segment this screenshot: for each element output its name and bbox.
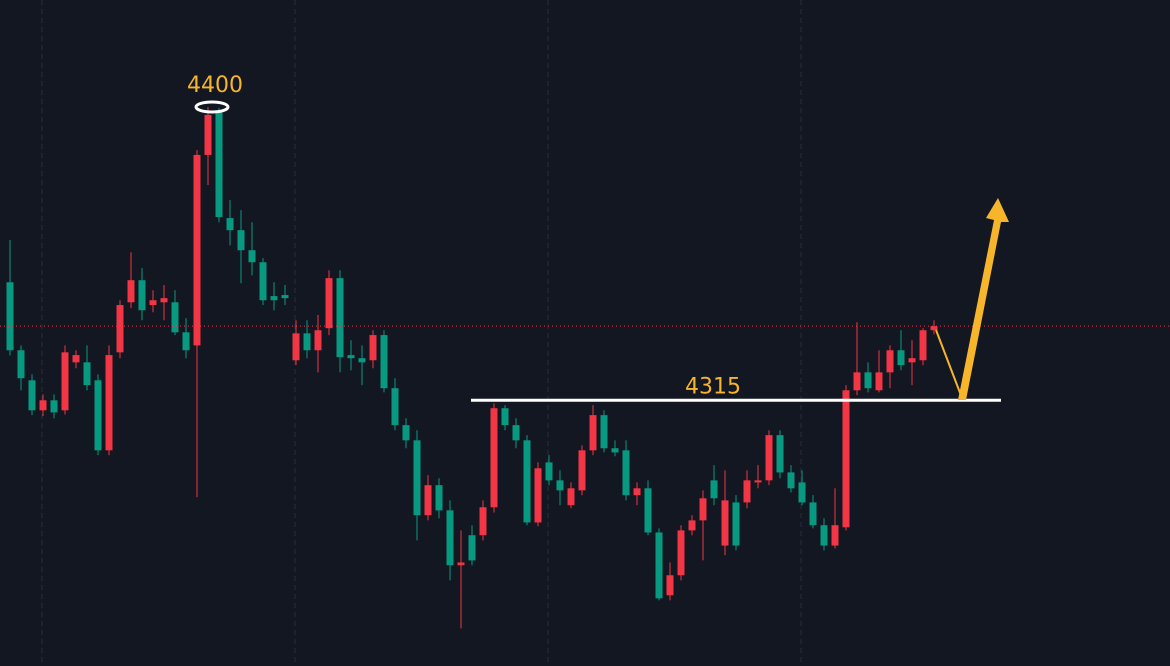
candle-body — [424, 485, 432, 516]
candle-body — [39, 400, 47, 411]
candle-body — [798, 482, 806, 503]
candle-body — [831, 525, 839, 546]
candle-body — [380, 335, 388, 389]
candle-body — [776, 435, 784, 473]
candle-body — [721, 500, 729, 546]
candle-body — [754, 480, 762, 483]
candle-body — [622, 450, 630, 496]
candle-body — [677, 530, 685, 576]
arrow-up — [958, 198, 1009, 400]
candle-body — [259, 262, 267, 301]
candle-body — [193, 154, 201, 346]
peak-marker — [194, 100, 230, 114]
candle-body — [490, 408, 498, 508]
candle-body — [468, 535, 476, 561]
candle-body — [358, 358, 366, 363]
candle-body — [567, 488, 575, 506]
candle-body — [809, 502, 817, 526]
candle-body — [842, 390, 850, 528]
candle-body — [589, 415, 597, 451]
candle-body — [765, 435, 773, 481]
candle-body — [6, 282, 14, 351]
candle-body — [204, 114, 212, 155]
candle-body — [688, 520, 696, 531]
candle-body — [633, 488, 641, 496]
candle-body — [72, 355, 80, 363]
candle-body — [292, 333, 300, 361]
candle-body — [138, 280, 146, 311]
candle-body — [237, 230, 245, 251]
candle-body — [270, 296, 278, 301]
candle-body — [556, 480, 564, 491]
candle-body — [402, 425, 410, 441]
arrow-down-path — [935, 329, 963, 399]
candles — [6, 106, 938, 629]
candle-body — [226, 218, 234, 231]
candle-body — [303, 333, 311, 351]
candle-body — [545, 462, 553, 481]
candle-body — [149, 300, 157, 306]
candle-body — [369, 335, 377, 361]
candle-body — [479, 507, 487, 536]
candle-body — [160, 298, 168, 303]
candle-body — [391, 388, 399, 426]
candle-body — [83, 362, 91, 386]
candle-body — [314, 330, 322, 351]
candle-body — [446, 510, 454, 566]
candle-body — [325, 278, 333, 329]
candle-body — [875, 372, 883, 391]
candle-body — [336, 278, 344, 358]
candle-body — [655, 532, 663, 599]
candle-body — [919, 330, 927, 361]
candle-body — [182, 332, 190, 351]
candle-body — [61, 352, 69, 411]
candle-body — [820, 525, 828, 546]
candle-body — [611, 448, 619, 453]
candle-body — [127, 280, 135, 303]
annotations: 4400 4315 — [0, 73, 1170, 402]
projection-arrows — [935, 198, 1009, 400]
candle-body — [908, 358, 916, 363]
candle-body — [457, 562, 465, 566]
candle-body — [435, 485, 443, 511]
candle-body — [853, 372, 861, 391]
candle-body — [666, 575, 674, 596]
candle-body — [600, 415, 608, 449]
candle-body — [28, 380, 36, 411]
candle-body — [732, 502, 740, 546]
candle-body — [897, 350, 905, 366]
candle-body — [534, 468, 542, 523]
candle-body — [578, 450, 586, 491]
candle-body — [743, 480, 751, 503]
peak-label: 4400 — [187, 73, 243, 98]
candle-body — [413, 440, 421, 516]
candle-body — [523, 440, 531, 523]
candle-body — [644, 488, 652, 533]
candle-body — [17, 350, 25, 379]
candle-body — [248, 250, 256, 263]
candle-body — [787, 472, 795, 489]
candle-body — [281, 295, 289, 299]
candle-body — [94, 380, 102, 451]
support-label: 4315 — [685, 374, 741, 399]
candle-body — [930, 326, 938, 331]
candle-body — [699, 498, 707, 521]
candle-body — [116, 305, 124, 353]
candle-body — [864, 372, 872, 389]
candle-body — [50, 400, 58, 413]
candle-body — [512, 425, 520, 441]
candle-body — [886, 350, 894, 373]
candle-body — [171, 302, 179, 333]
candle-body — [501, 408, 509, 426]
candle-body — [710, 480, 718, 499]
vertical-grid — [41, 0, 802, 666]
candle-body — [215, 112, 223, 218]
candle-body — [105, 355, 113, 451]
candle-body — [347, 355, 355, 359]
